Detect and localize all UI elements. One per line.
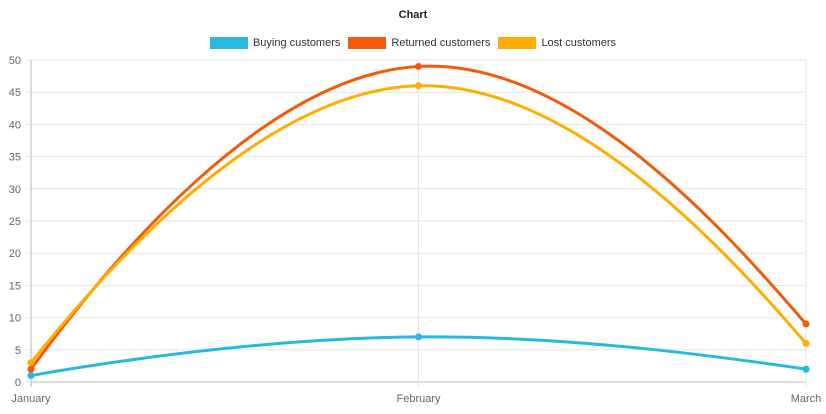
chart-title: Chart: [398, 9, 428, 21]
x-tick-label: January: [11, 393, 51, 405]
y-tick-label: 20: [9, 248, 21, 260]
x-tick-label: February: [396, 393, 441, 405]
legend-item-lost[interactable]: Lost customers: [498, 37, 616, 49]
y-tick-label: 25: [9, 216, 21, 228]
legend-swatch-buying: [209, 37, 248, 49]
legend-swatch-returned: [348, 37, 387, 49]
y-tick-label: 50: [9, 55, 21, 67]
legend-item-returned[interactable]: Returned customers: [348, 37, 490, 49]
y-tick-label: 45: [9, 87, 21, 99]
y-tick-label: 35: [9, 152, 21, 164]
legend-swatch-lost: [498, 37, 537, 49]
data-point[interactable]: [802, 365, 810, 373]
y-tick-label: 40: [9, 119, 21, 131]
y-tick-label: 0: [15, 377, 21, 389]
x-tick-label: March: [791, 393, 822, 405]
data-point[interactable]: [27, 359, 35, 367]
data-point[interactable]: [802, 320, 810, 328]
y-tick-label: 10: [9, 313, 21, 325]
legend-label-lost: Lost customers: [541, 37, 617, 49]
chart-legend: Buying customers Returned customers Lost…: [0, 37, 826, 49]
y-tick-label: 15: [9, 280, 21, 292]
data-point[interactable]: [27, 365, 35, 373]
data-point[interactable]: [802, 339, 810, 347]
data-point[interactable]: [415, 82, 422, 90]
y-tick-label: 5: [15, 345, 21, 357]
y-tick-label: 30: [9, 184, 21, 196]
data-point[interactable]: [415, 333, 422, 341]
legend-label-returned: Returned customers: [391, 37, 491, 49]
data-point[interactable]: [27, 372, 35, 380]
data-point[interactable]: [415, 62, 422, 70]
legend-item-buying[interactable]: Buying customers: [209, 37, 341, 49]
legend-label-buying: Buying customers: [252, 37, 341, 49]
